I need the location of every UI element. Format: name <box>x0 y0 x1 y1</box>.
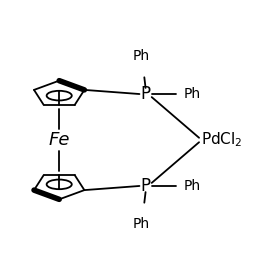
Text: PdCl$_2$: PdCl$_2$ <box>201 131 243 149</box>
Text: Fe: Fe <box>48 131 70 149</box>
Text: Ph: Ph <box>183 87 200 101</box>
Text: Ph: Ph <box>183 179 200 193</box>
Text: P: P <box>141 85 151 103</box>
Text: Ph: Ph <box>133 217 150 231</box>
Text: P: P <box>141 177 151 195</box>
Text: Ph: Ph <box>133 49 150 63</box>
